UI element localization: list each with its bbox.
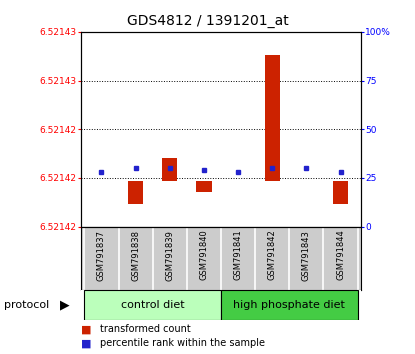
Text: ▶: ▶ [59, 299, 69, 312]
Text: GSM791842: GSM791842 [268, 230, 277, 280]
Text: ■: ■ [81, 324, 95, 334]
Text: GSM791837: GSM791837 [97, 230, 106, 281]
Text: GSM791840: GSM791840 [199, 230, 208, 280]
Bar [84, 290, 221, 320]
Text: GSM791844: GSM791844 [336, 230, 345, 280]
Text: GDS4812 / 1391201_at: GDS4812 / 1391201_at [127, 14, 288, 28]
Bar [128, 181, 143, 204]
Text: GSM791841: GSM791841 [234, 230, 243, 280]
Bar [162, 158, 178, 181]
Bar [221, 290, 358, 320]
Text: high phosphate diet: high phosphate diet [233, 300, 345, 310]
Text: percentile rank within the sample: percentile rank within the sample [100, 338, 265, 348]
Bar [333, 181, 348, 204]
Text: GSM791843: GSM791843 [302, 230, 311, 281]
Text: protocol: protocol [4, 300, 49, 310]
Bar [196, 181, 212, 192]
Text: GSM791839: GSM791839 [165, 230, 174, 281]
Bar [264, 55, 280, 181]
Text: control diet: control diet [121, 300, 185, 310]
Text: GSM791838: GSM791838 [131, 230, 140, 281]
Text: ■: ■ [81, 338, 95, 348]
Text: transformed count: transformed count [100, 324, 190, 334]
